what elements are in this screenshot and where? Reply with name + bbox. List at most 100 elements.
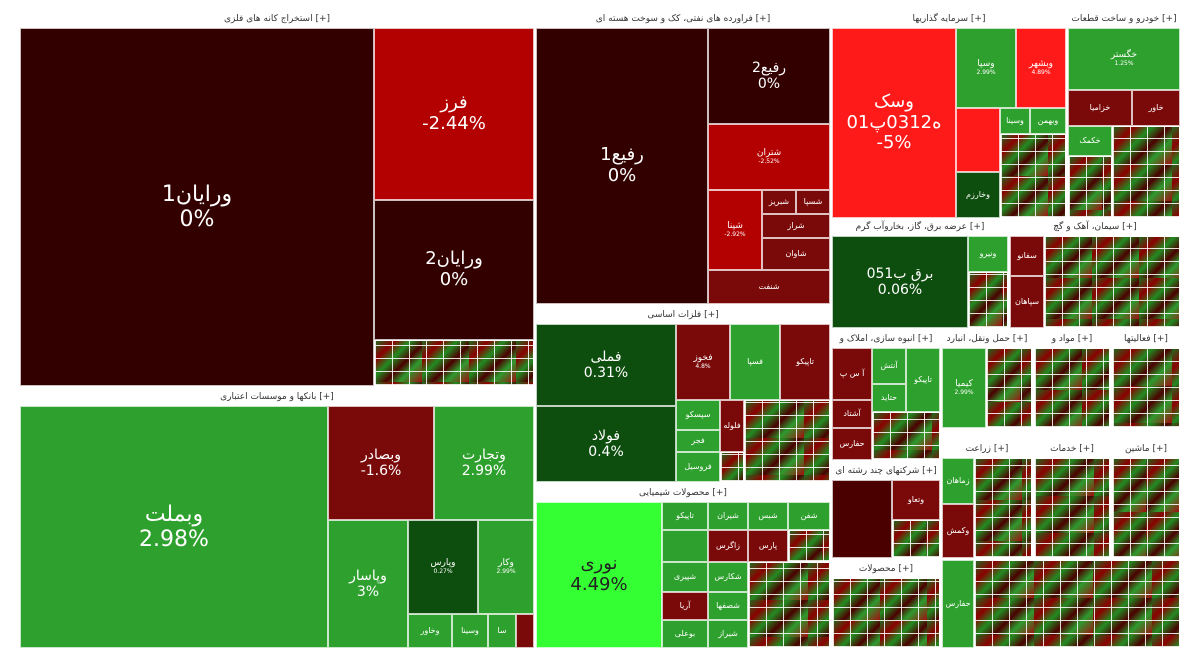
tile-foolad[interactable]: فولاد 0.4% [536, 406, 676, 482]
sector-title-transport[interactable]: حمل ونقل، انبارد [+] [942, 330, 1032, 349]
tile-hfafr[interactable]: حفارس [942, 560, 974, 648]
tile-hafaz[interactable]: حفارس [832, 428, 872, 460]
tile-vsina2[interactable]: وسینا [1000, 108, 1030, 134]
tile-vbmellat[interactable]: وبملت 2.98% [20, 406, 328, 648]
tile-vmesh[interactable]: وکمش [942, 504, 974, 558]
tile-vbank-small[interactable]: وپارس 0.27% [408, 520, 478, 614]
sector-title-agri[interactable]: زراعت [+] [942, 440, 1032, 459]
small-tiles-realestate[interactable] [872, 412, 940, 460]
sector-title-basic-metals[interactable]: فلزات اساسی [+] [536, 306, 830, 325]
tile-tapiko[interactable]: تاپیکو [662, 502, 708, 530]
tile-shfan[interactable]: شفن [788, 502, 830, 530]
tile-hamrah[interactable]: تاپیکو [780, 324, 830, 400]
tile-vnir[interactable]: ونیرو [968, 236, 1008, 272]
tile-froil[interactable]: فروسیل [676, 452, 720, 482]
tile-kimia[interactable]: کیمیا 2.99% [942, 348, 986, 428]
tile-bouali[interactable]: بوعلی [662, 620, 708, 648]
sector-title-utilities[interactable]: عرضه برق، گاز، بخاروآب گرم [+] [832, 218, 1008, 237]
tile-shiraz[interactable]: شراز [762, 214, 830, 238]
small-tiles-multi[interactable] [892, 520, 940, 558]
sector-title-rubber[interactable]: محصولات [+] [832, 560, 940, 579]
tile-fars[interactable]: فرز -2.44% [374, 28, 534, 200]
tile-util-big[interactable]: برق ب051 0.06% [832, 236, 968, 328]
tile-invest-red2[interactable]: وبشهر 4.89% [1016, 28, 1066, 108]
tile-shsina[interactable]: شسپا [796, 190, 830, 214]
tile-vtejarat[interactable]: وتجارت 2.99% [434, 406, 534, 520]
tile-faloo[interactable]: فلوله [720, 400, 744, 452]
tile-shiran[interactable]: شیران [708, 502, 748, 530]
sector-title-it[interactable]: فعالیتها [+] [1112, 330, 1180, 349]
small-tiles-cement[interactable] [1044, 236, 1180, 328]
small-tiles-food[interactable] [1034, 348, 1110, 428]
tile-sebahan[interactable]: سپاهان [1010, 276, 1044, 328]
sector-title-chemicals[interactable]: محصولات شیمیایی [+] [536, 484, 830, 503]
tile-khezamia[interactable]: خزامیا [1068, 90, 1132, 126]
tile-refinery2[interactable]: رفیع2 0% [708, 28, 830, 124]
tile-shekaras[interactable]: شکارس [708, 562, 748, 592]
tile-vtecab[interactable]: وتعاو [892, 480, 940, 520]
tile-vrayan2[interactable]: ورایان2 0% [374, 200, 534, 340]
tile-vbsader[interactable]: وبصادر -1.6% [328, 406, 434, 520]
tile-fameli[interactable]: فملی 0.31% [536, 324, 676, 406]
tile-shbariz[interactable]: شبریز [762, 190, 796, 214]
tile-ashiz[interactable]: آنتش [872, 348, 906, 384]
tile-vkhavar[interactable]: وخاور [408, 614, 452, 648]
sector-title-banks[interactable]: بانکها و موسسات اعتباری [+] [20, 388, 534, 407]
sector-title-multi[interactable]: شرکتهای چند رشته ای [+] [832, 462, 940, 481]
tile-vbank-small2[interactable]: وکار 2.99% [478, 520, 534, 614]
small-tiles-misc[interactable] [974, 560, 1180, 648]
tile-fakhooz[interactable]: فخوز 4.8% [676, 324, 730, 400]
sector-title-investment[interactable]: سرمایه گذاریها [+] [832, 10, 1066, 29]
tile-pars[interactable]: پارس [748, 530, 788, 562]
small-tiles-basic-metals-2[interactable] [720, 452, 744, 482]
tile-vkharazm[interactable]: وخارزم [956, 172, 1000, 218]
tile-vbank-tiny[interactable] [516, 614, 534, 648]
tile-shsepehr[interactable]: شصفها [708, 592, 748, 620]
tile-asp[interactable]: آ س پ [832, 348, 872, 400]
tile-fajr[interactable]: فجر [676, 430, 720, 452]
small-tiles-auto[interactable] [1112, 126, 1180, 218]
tile-khegostar[interactable]: خگستر 1.25% [1068, 28, 1180, 90]
tile-chem-red[interactable] [662, 530, 708, 562]
sector-title-machinery[interactable]: ماشین [+] [1112, 440, 1180, 459]
tile-vsapa[interactable]: وسپا 2.99% [956, 28, 1016, 108]
sector-title-auto[interactable]: خودرو و ساخت قطعات [+] [1068, 10, 1180, 29]
tile-tapiko2[interactable]: تاپیکو [906, 348, 940, 412]
tile-vbahman[interactable]: وبهمن [1030, 108, 1066, 134]
small-tiles-utilities[interactable] [968, 272, 1008, 328]
sector-title-refinery[interactable]: فراورده های نفتی، کک و سوخت هسته ای [+] [536, 10, 830, 29]
tile-zagros[interactable]: زاگرس [708, 530, 748, 562]
small-tiles-machinery[interactable] [1112, 458, 1180, 558]
tile-shpna[interactable]: شپنا -2.92% [708, 190, 762, 270]
sector-title-food[interactable]: مواد و [+] [1034, 330, 1110, 349]
tile-shfnaft[interactable]: شنفت [708, 270, 830, 304]
tile-hasht[interactable]: آشتاد [832, 400, 872, 428]
small-tiles-services[interactable] [1034, 458, 1110, 558]
small-tiles-auto-2[interactable] [1068, 156, 1112, 218]
small-tiles-agri[interactable] [974, 458, 1032, 558]
sector-title-extraction[interactable]: استخراج کانه های فلزی [+] [20, 10, 534, 29]
tile-arya[interactable]: آریا [662, 592, 708, 620]
small-tiles-rubber[interactable] [832, 578, 940, 648]
sector-title-realestate[interactable]: انبوه سازی، املاک و [+] [832, 330, 940, 349]
tile-khavar[interactable]: خاور [1132, 90, 1180, 126]
tile-khekamak[interactable]: خکمک [1068, 126, 1112, 156]
sector-title-cement[interactable]: سیمان، آهک و گچ [+] [1010, 218, 1180, 237]
tile-saffa[interactable]: سفانو [1010, 236, 1044, 276]
tile-shetran[interactable]: شتران -2.52% [708, 124, 830, 190]
sector-title-services[interactable]: خدمات [+] [1034, 440, 1110, 459]
tile-vsa[interactable]: سا [488, 614, 516, 648]
tile-fesko[interactable]: سپسکو [676, 400, 720, 430]
tile-nori[interactable]: نوری 4.49% [536, 502, 662, 648]
small-tiles-it[interactable] [1112, 348, 1180, 428]
tile-shpiri[interactable]: شپیری [662, 562, 708, 592]
small-tiles-chemicals[interactable] [748, 562, 830, 648]
tile-invest-big[interactable]: وسک ه0312پ01 -5% [832, 28, 956, 218]
tile-vpasar[interactable]: وپاسار 3% [328, 520, 408, 648]
small-tiles-investment[interactable] [1000, 134, 1066, 218]
tile-refinery1[interactable]: رفیع1 0% [536, 28, 708, 304]
small-tiles-basic-metals[interactable] [744, 400, 830, 482]
tile-vrayan1[interactable]: ورایان1 0% [20, 28, 374, 386]
tile-shavan[interactable]: شاوان [762, 238, 830, 270]
tile-invest-red3[interactable] [956, 108, 1000, 172]
